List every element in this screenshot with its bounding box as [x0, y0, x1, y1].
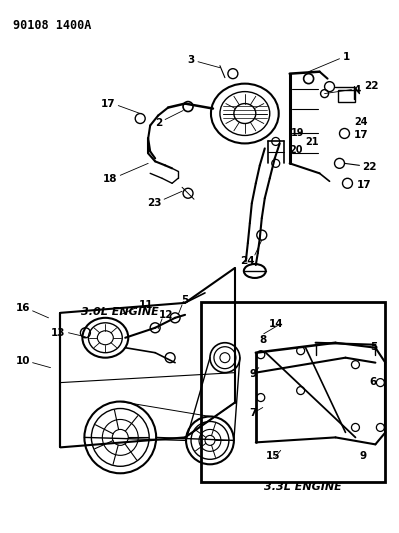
Text: 21: 21	[305, 138, 318, 148]
Text: 17: 17	[101, 99, 116, 109]
Text: 13: 13	[51, 328, 66, 338]
Text: 7: 7	[249, 408, 257, 418]
Text: 11: 11	[139, 300, 154, 310]
Text: 20: 20	[289, 146, 302, 156]
Text: 3.3L ENGINE: 3.3L ENGINE	[264, 482, 342, 492]
Text: 16: 16	[16, 303, 30, 313]
Bar	[338, 90, 356, 102]
Text: 9: 9	[360, 451, 367, 462]
Text: 24: 24	[241, 256, 255, 266]
Text: 5: 5	[370, 342, 377, 352]
Text: 1: 1	[343, 52, 350, 62]
Text: 14: 14	[269, 319, 283, 329]
Text: 18: 18	[103, 174, 118, 184]
Text: 2: 2	[156, 117, 163, 127]
Text: 8: 8	[259, 335, 267, 345]
Text: 10: 10	[16, 356, 30, 366]
Text: 4: 4	[354, 85, 361, 95]
Text: 17: 17	[357, 180, 372, 190]
Text: 15: 15	[265, 451, 280, 462]
Text: 22: 22	[362, 163, 377, 172]
Text: 22: 22	[364, 80, 379, 91]
Text: 19: 19	[291, 128, 304, 139]
Text: 3.0L ENGINE: 3.0L ENGINE	[81, 306, 159, 317]
Text: 90108 1400A: 90108 1400A	[13, 19, 91, 32]
Text: 9: 9	[249, 369, 257, 378]
Text: 23: 23	[147, 198, 162, 208]
Bar	[201, 302, 385, 482]
Text: 6: 6	[370, 377, 377, 386]
Text: 12: 12	[159, 310, 174, 320]
Text: 5: 5	[182, 295, 189, 305]
Text: 17: 17	[354, 131, 369, 141]
Text: 3: 3	[188, 55, 195, 64]
Text: 24: 24	[355, 117, 368, 126]
